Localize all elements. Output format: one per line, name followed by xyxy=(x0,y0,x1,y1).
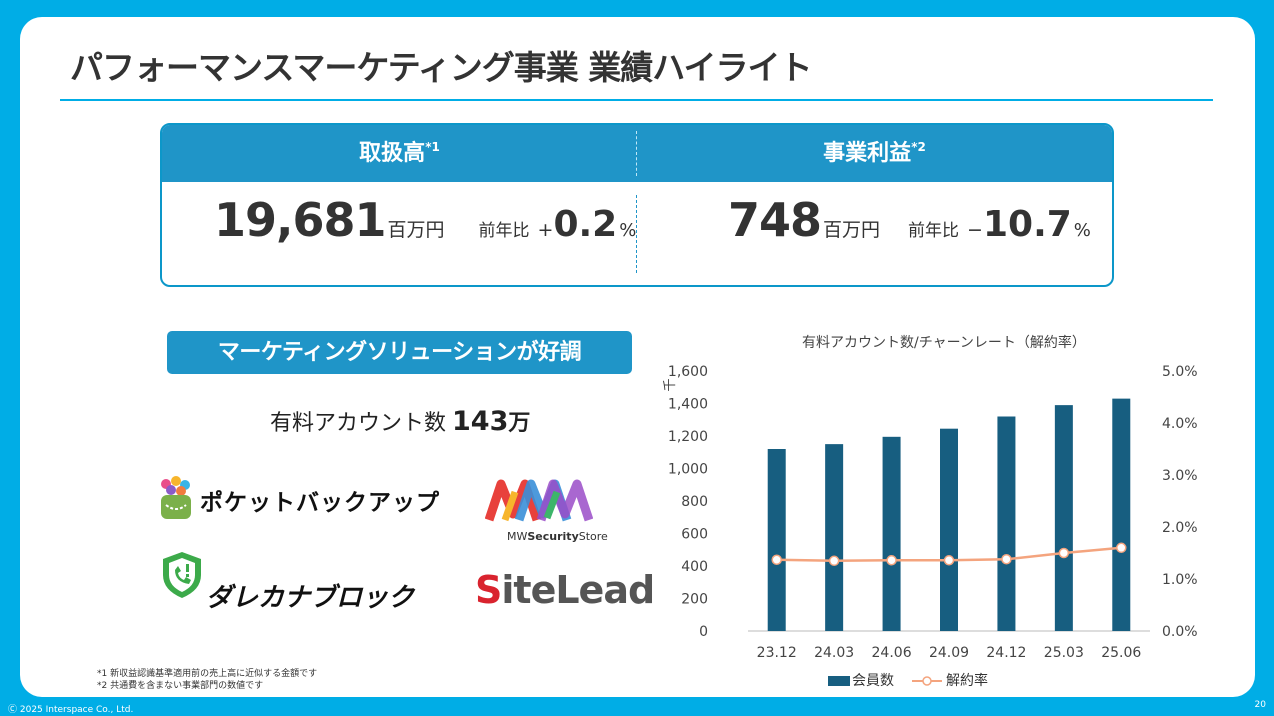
legend-marker-churn xyxy=(922,676,932,686)
legend-label-members: 会員数 xyxy=(852,673,894,689)
y-tick-label: 600 xyxy=(681,527,708,543)
yoy-unit: % xyxy=(619,220,637,241)
yoy-sign: − xyxy=(967,219,983,241)
sitelead-rest: iteLead xyxy=(501,568,655,612)
bar-members xyxy=(1112,398,1131,631)
y-tick-label: 1,200 xyxy=(668,429,708,445)
churn-point xyxy=(828,555,840,567)
y-tick-label: 1,000 xyxy=(668,462,708,478)
mw-suffix: Store xyxy=(578,530,608,543)
kpi-divider xyxy=(636,131,637,176)
x-tick-label: 25.03 xyxy=(1044,645,1084,661)
churn-point xyxy=(771,554,782,566)
kpi-divider xyxy=(636,195,637,273)
kpi-unit: 百万円 xyxy=(387,219,445,241)
copyright: Ⓒ 2025 Interspace Co., Ltd. xyxy=(8,705,134,715)
kpi-header-revenue: 取扱高*1 xyxy=(162,125,637,182)
paid-accounts-unit: 万 xyxy=(508,411,531,436)
section-banner: マーケティングソリューションが好調 xyxy=(167,331,632,374)
kpi-value: 19,681 xyxy=(214,193,387,247)
legend-label-churn: 解約率 xyxy=(946,672,988,689)
footnote-marker: *2 xyxy=(911,140,926,154)
page-title: パフォーマンスマーケティング事業 業績ハイライト xyxy=(70,48,813,87)
x-tick-label: 24.09 xyxy=(929,645,969,661)
churn-point xyxy=(1116,542,1127,554)
chart-legend: 会員数 解約率 xyxy=(828,672,988,689)
slide: パフォーマンスマーケティング事業 業績ハイライト 取扱高*1 事業利益*2 19… xyxy=(20,17,1255,697)
kpi-header: 取扱高*1 事業利益*2 xyxy=(162,125,1112,182)
dareka-block-logo-text: ダレカナブロック xyxy=(206,583,415,613)
bar-members xyxy=(825,444,844,631)
footnote-2: *2 共通費を含まない事業部門の数値です xyxy=(97,681,264,691)
mw-security-store-logo-text: MWSecurityStore xyxy=(507,530,608,543)
x-tick-label: 24.06 xyxy=(872,645,912,661)
dareka-block-shield-icon xyxy=(163,552,201,598)
bar-members xyxy=(1054,405,1073,631)
chart-svg: 有料アカウント数/チャーンレート（解約率） 千 0 200 400 600 800 1,0… xyxy=(663,334,1198,689)
kpi-header-label: 事業利益 xyxy=(823,141,912,166)
yoy-label: 前年比 xyxy=(908,221,960,241)
paid-accounts-label: 有料アカウント数 xyxy=(270,411,447,436)
churn-point xyxy=(1001,553,1012,565)
kpi-header-profit: 事業利益*2 xyxy=(637,125,1112,182)
footnote-marker: *1 xyxy=(425,140,440,154)
yoy-value: 10.7 xyxy=(982,204,1072,245)
y2-tick-label: 3.0% xyxy=(1162,468,1198,484)
y-tick-label: 400 xyxy=(681,559,708,575)
mw-security-store-logo-icon xyxy=(485,479,593,522)
y-tick-label: 200 xyxy=(681,592,708,608)
kpi-table: 取扱高*1 事業利益*2 19,681 百万円 前年比 + 0.2 % 748 … xyxy=(160,123,1114,287)
bar-members xyxy=(997,416,1016,631)
legend-swatch-members xyxy=(828,676,850,686)
kpi-profit-value: 748 百万円 前年比 − 10.7 % xyxy=(728,193,1091,273)
title-divider xyxy=(60,99,1213,101)
yoy-label: 前年比 xyxy=(478,221,530,241)
x-tick-label: 25.06 xyxy=(1101,645,1141,661)
pocket-backup-logo-text: ポケットバックアップ xyxy=(200,490,440,516)
kpi-unit: 百万円 xyxy=(823,219,881,241)
y-tick-label: 1,600 xyxy=(668,364,708,380)
x-tick-label: 24.12 xyxy=(986,645,1026,661)
y2-tick-label: 2.0% xyxy=(1162,520,1198,536)
bar-members xyxy=(767,449,786,631)
chart-title: 有料アカウント数/チャーンレート（解約率） xyxy=(802,334,1086,351)
y-axis-unit: 千 xyxy=(663,378,678,391)
page-number: 20 xyxy=(1254,700,1266,710)
y-tick-label: 800 xyxy=(681,494,708,510)
pocket-backup-logo-icon xyxy=(161,476,191,519)
y2-tick-label: 4.0% xyxy=(1162,416,1198,432)
yoy-value: 0.2 xyxy=(553,204,618,245)
sitelead-logo: SiteLead xyxy=(475,568,655,612)
y2-tick-label: 1.0% xyxy=(1162,572,1198,588)
kpi-value: 748 xyxy=(728,193,822,247)
accounts-churn-chart: 有料アカウント数/チャーンレート（解約率） 千 0 200 400 600 800 1,0… xyxy=(650,329,1230,699)
yoy-sign: + xyxy=(537,219,554,241)
kpi-revenue-value: 19,681 百万円 前年比 + 0.2 % xyxy=(214,193,636,273)
mw-bold: Security xyxy=(527,530,579,543)
footnote-1: *1 新収益認識基準適用前の売上高に近似する金額です xyxy=(97,669,318,679)
paid-accounts: 有料アカウント数 143万 xyxy=(270,405,530,437)
footnotes: *1 新収益認識基準適用前の売上高に近似する金額です *2 共通費を含まない事業… xyxy=(97,668,317,692)
paid-accounts-value: 143 xyxy=(452,406,509,437)
y2-tick-label: 0.0% xyxy=(1162,624,1198,640)
churn-point xyxy=(943,555,955,566)
kpi-header-label: 取扱高 xyxy=(359,141,426,166)
x-tick-label: 24.03 xyxy=(814,645,854,661)
yoy-unit: % xyxy=(1073,220,1091,241)
mw-prefix: MW xyxy=(507,530,528,543)
y2-tick-label: 5.0% xyxy=(1162,364,1198,380)
churn-point xyxy=(886,555,897,566)
sitelead-s: S xyxy=(475,568,502,612)
x-tick-label: 23.12 xyxy=(757,645,797,661)
bar-members xyxy=(882,436,901,631)
y-tick-label: 0 xyxy=(699,624,708,640)
churn-point xyxy=(1058,547,1070,559)
bar-members xyxy=(940,428,958,631)
y-tick-label: 1,400 xyxy=(668,397,708,413)
